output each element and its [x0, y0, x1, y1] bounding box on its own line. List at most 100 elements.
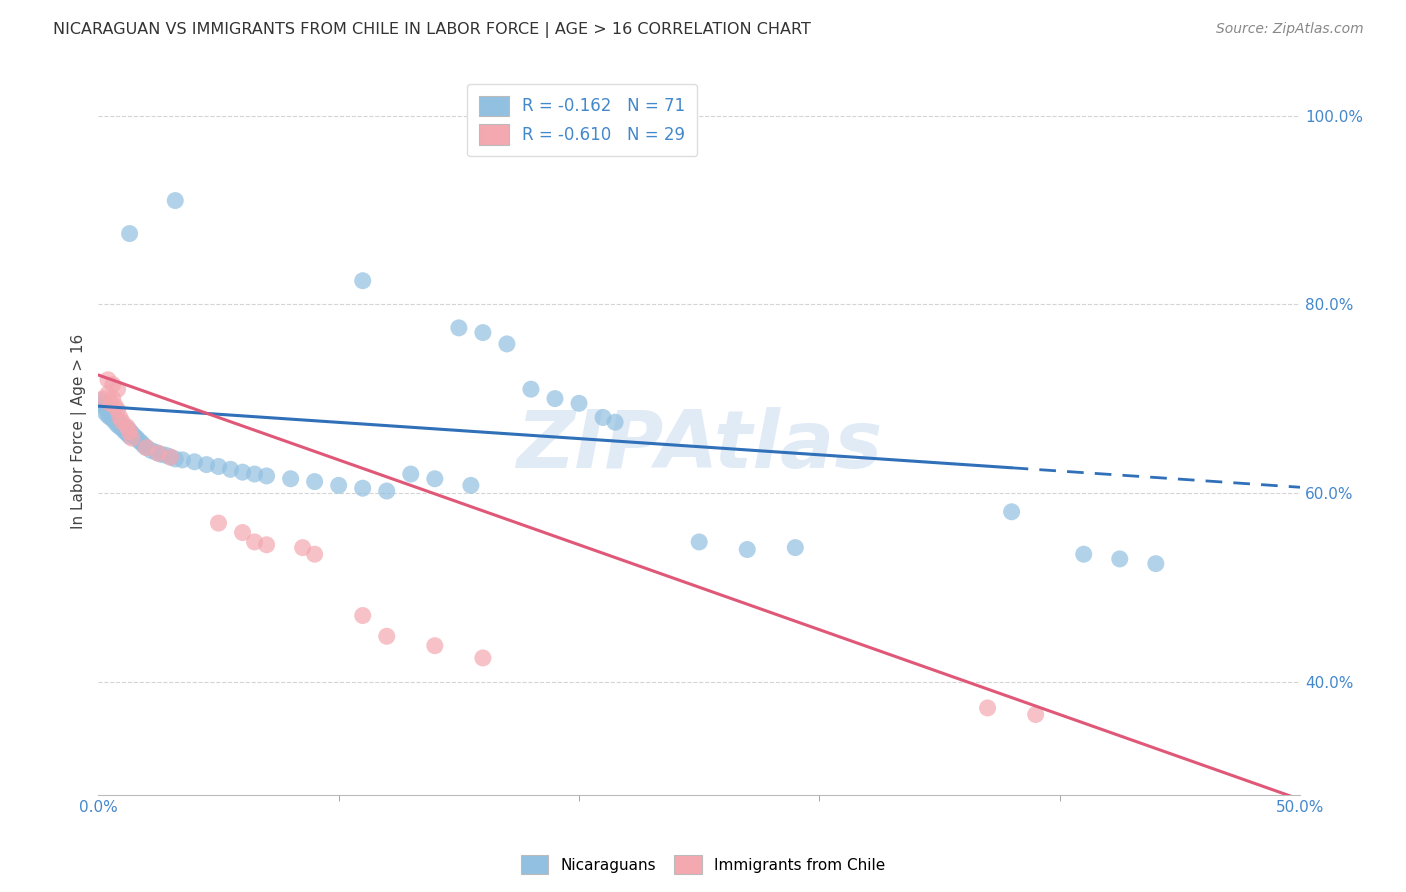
- Point: [101, 407, 124, 421]
- Point: [785, 541, 807, 555]
- Point: [207, 516, 229, 530]
- Point: [1144, 557, 1167, 571]
- Point: [544, 392, 567, 406]
- Point: [111, 417, 134, 432]
- Point: [207, 459, 229, 474]
- Point: [101, 412, 124, 426]
- Point: [97, 403, 120, 417]
- Point: [352, 608, 374, 623]
- Text: Source: ZipAtlas.com: Source: ZipAtlas.com: [1216, 22, 1364, 37]
- Point: [603, 415, 626, 429]
- Point: [114, 425, 136, 439]
- Point: [471, 326, 494, 340]
- Point: [108, 420, 131, 434]
- Point: [104, 399, 127, 413]
- Point: [423, 472, 446, 486]
- Point: [135, 441, 157, 455]
- Point: [243, 467, 266, 481]
- Point: [447, 321, 470, 335]
- Legend: R = -0.162   N = 71, R = -0.610   N = 29: R = -0.162 N = 71, R = -0.610 N = 29: [467, 84, 697, 156]
- Point: [1073, 547, 1095, 561]
- Point: [256, 469, 278, 483]
- Point: [97, 373, 120, 387]
- Text: NICARAGUAN VS IMMIGRANTS FROM CHILE IN LABOR FORCE | AGE > 16 CORRELATION CHART: NICARAGUAN VS IMMIGRANTS FROM CHILE IN L…: [53, 22, 811, 38]
- Point: [471, 651, 494, 665]
- Point: [108, 410, 131, 425]
- Point: [98, 396, 121, 410]
- Point: [125, 431, 148, 445]
- Point: [592, 410, 614, 425]
- Point: [399, 467, 422, 481]
- Point: [104, 410, 127, 425]
- Point: [90, 393, 112, 408]
- Point: [131, 436, 153, 450]
- Point: [107, 413, 129, 427]
- Point: [165, 194, 187, 208]
- Point: [114, 420, 136, 434]
- Point: [291, 541, 314, 555]
- Point: [1108, 552, 1130, 566]
- Legend: Nicaraguans, Immigrants from Chile: Nicaraguans, Immigrants from Chile: [515, 849, 891, 880]
- Point: [132, 439, 155, 453]
- Point: [280, 472, 302, 486]
- Point: [352, 274, 374, 288]
- Point: [108, 416, 131, 430]
- Point: [148, 446, 170, 460]
- Point: [328, 478, 350, 492]
- Point: [232, 525, 254, 540]
- Point: [115, 422, 138, 436]
- Point: [128, 434, 150, 448]
- Point: [165, 452, 187, 467]
- Point: [101, 392, 124, 406]
- Point: [1001, 505, 1024, 519]
- Text: ZIPAtlas: ZIPAtlas: [516, 407, 883, 485]
- Point: [976, 701, 998, 715]
- Point: [460, 478, 482, 492]
- Point: [304, 547, 326, 561]
- Point: [121, 431, 143, 445]
- Point: [91, 392, 114, 406]
- Point: [107, 403, 129, 417]
- Point: [232, 465, 254, 479]
- Point: [111, 415, 134, 429]
- Point: [91, 398, 114, 412]
- Point: [101, 377, 124, 392]
- Point: [520, 382, 543, 396]
- Point: [135, 441, 157, 455]
- Point: [115, 420, 138, 434]
- Point: [98, 405, 121, 419]
- Point: [104, 415, 127, 429]
- Point: [1025, 707, 1047, 722]
- Point: [118, 424, 141, 438]
- Point: [94, 401, 117, 415]
- Point: [219, 462, 242, 476]
- Point: [172, 453, 194, 467]
- Point: [149, 447, 172, 461]
- Point: [256, 538, 278, 552]
- Point: [352, 481, 374, 495]
- Point: [423, 639, 446, 653]
- Point: [159, 450, 181, 464]
- Point: [183, 455, 205, 469]
- Point: [496, 337, 519, 351]
- Point: [688, 535, 710, 549]
- Point: [375, 629, 398, 643]
- Point: [118, 227, 141, 241]
- Point: [568, 396, 591, 410]
- Point: [118, 429, 141, 443]
- Point: [97, 387, 120, 401]
- Y-axis label: In Labor Force | Age > 16: In Labor Force | Age > 16: [72, 334, 87, 529]
- Point: [195, 458, 218, 472]
- Point: [159, 450, 181, 464]
- Point: [735, 542, 758, 557]
- Point: [94, 406, 117, 420]
- Point: [121, 426, 143, 441]
- Point: [118, 425, 141, 439]
- Point: [107, 417, 129, 432]
- Point: [145, 445, 167, 459]
- Point: [97, 409, 120, 423]
- Point: [243, 535, 266, 549]
- Point: [98, 410, 121, 425]
- Point: [141, 443, 163, 458]
- Point: [124, 429, 146, 443]
